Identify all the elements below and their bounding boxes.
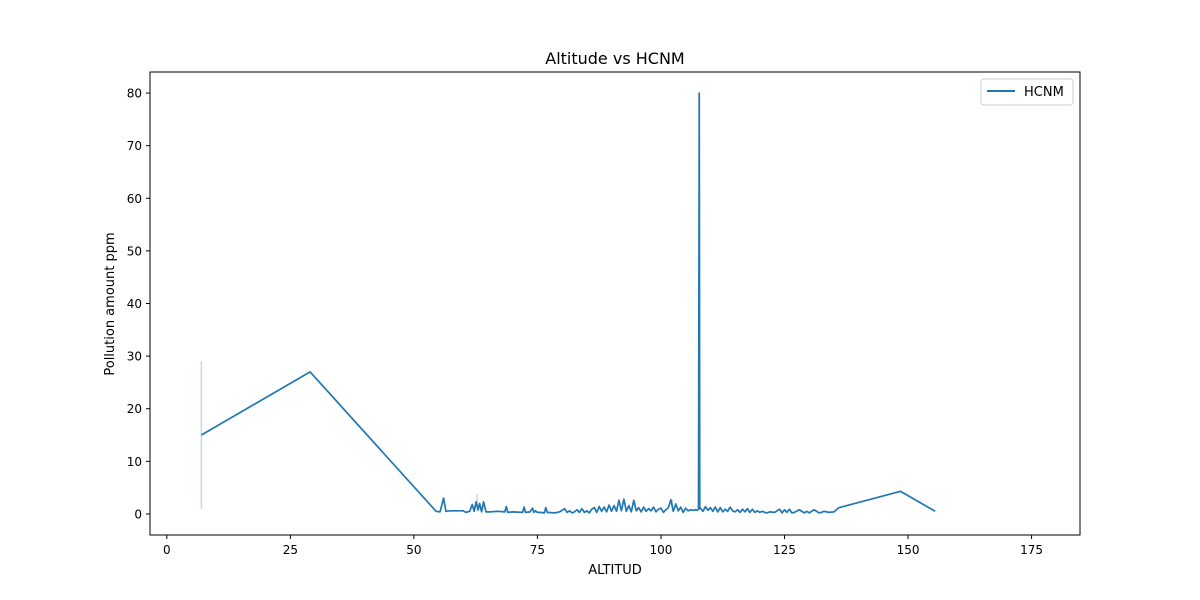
x-tick-label: 100 xyxy=(650,543,673,557)
y-axis: 0 10 20 30 40 50 60 70 80 xyxy=(127,87,150,521)
x-tick-label: 75 xyxy=(530,543,545,557)
confidence-bands xyxy=(200,361,674,512)
y-tick-label: 70 xyxy=(127,139,142,153)
y-tick-label: 50 xyxy=(127,244,142,258)
legend-label: HCNM xyxy=(1024,85,1064,100)
y-tick-label: 30 xyxy=(127,350,142,364)
y-tick-label: 40 xyxy=(127,297,142,311)
chart-title: Altitude vs HCNM xyxy=(545,49,684,68)
x-axis: 0 25 50 75 100 125 150 175 xyxy=(163,535,1043,557)
x-tick-label: 150 xyxy=(897,543,920,557)
plot-frame xyxy=(149,71,1081,536)
x-tick-label: 0 xyxy=(163,543,171,557)
series-line-hcnm xyxy=(200,92,936,514)
x-tick-label: 25 xyxy=(283,543,298,557)
y-tick-label: 20 xyxy=(127,402,142,416)
y-tick-label: 10 xyxy=(127,455,142,469)
x-tick-label: 175 xyxy=(1020,543,1043,557)
y-tick-label: 0 xyxy=(134,507,142,521)
legend: HCNM xyxy=(980,78,1074,106)
x-tick-label: 50 xyxy=(406,543,421,557)
y-tick-label: 80 xyxy=(127,87,142,101)
y-axis-label: Pollution amount ppm xyxy=(103,232,118,375)
y-tick-label: 60 xyxy=(127,192,142,206)
legend-box xyxy=(980,78,1074,106)
x-tick-label: 125 xyxy=(773,543,796,557)
x-axis-label: ALTITUD xyxy=(588,563,642,578)
series-layer xyxy=(200,92,936,514)
